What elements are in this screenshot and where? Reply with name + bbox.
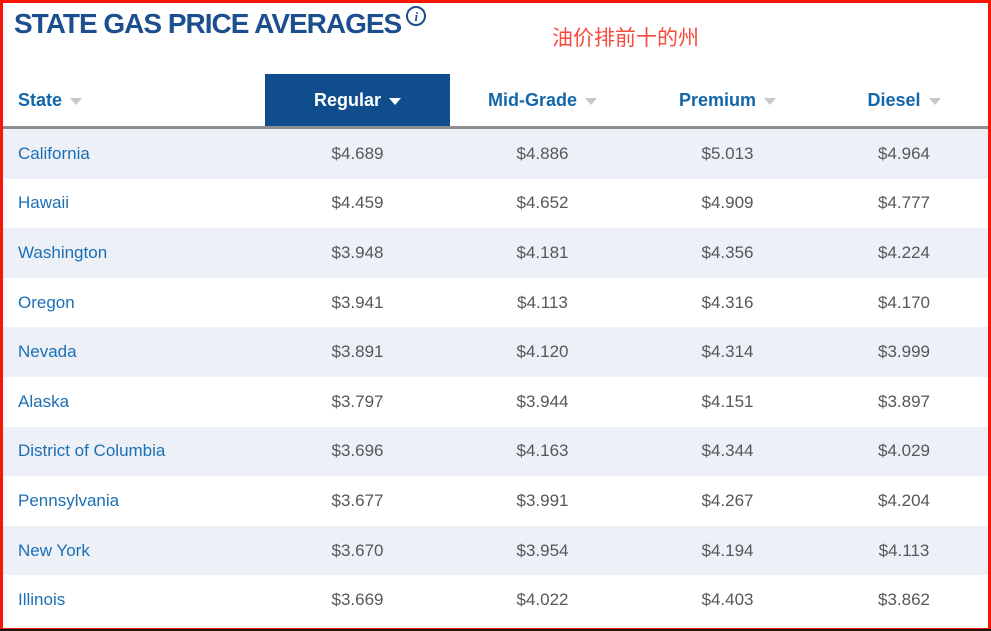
regular-price: $4.689 [331,143,384,163]
chevron-down-icon [70,98,83,105]
premium-price: $4.356 [701,242,754,262]
state-name: District of Columbia [18,441,166,461]
table-row: Washington $3.948 $4.181 $4.356 $4.224 [3,228,988,278]
header-underline [3,126,988,129]
premium-price: $4.403 [701,590,754,610]
column-header-state-label: State [18,89,63,110]
table-row: District of Columbia $3.696 $4.163 $4.34… [3,426,988,477]
table-row: Illinois $3.669 $4.022 $4.403 $3.862 [3,575,988,625]
state-name: Pennsylvania [18,490,120,510]
column-header-premium-label: Premium [678,89,757,110]
diesel-price: $4.170 [878,292,930,312]
premium-price: $4.909 [701,193,754,213]
table-row: New York $3.670 $3.954 $4.194 $4.113 [3,525,988,576]
diesel-price: $4.029 [878,441,930,461]
chevron-down-icon [928,98,941,105]
premium-price: $4.314 [701,342,754,362]
diesel-price: $4.204 [878,490,930,510]
mid-grade-price: $3.954 [516,540,569,560]
column-header-mid-grade-label: Mid-Grade [487,89,577,110]
premium-price: $4.316 [701,292,754,312]
column-header-state[interactable]: State [3,74,265,126]
regular-price: $3.941 [331,292,384,312]
diesel-price: $3.897 [878,391,930,411]
table-header-row: State Regular Mid-Grade Premium Diesel [3,74,988,126]
regular-price: $3.677 [331,490,384,510]
state-name: Oregon [18,292,75,312]
column-header-diesel-label: Diesel [867,89,921,110]
mid-grade-price: $4.163 [516,441,569,461]
mid-grade-price: $4.113 [517,292,568,312]
state-name: Illinois [18,590,66,610]
column-header-mid-grade[interactable]: Mid-Grade [450,74,635,126]
regular-price: $4.459 [331,193,384,213]
premium-price: $4.194 [701,540,754,560]
mid-grade-price: $4.120 [516,342,569,362]
diesel-price: $3.862 [878,590,930,610]
table-body: California $4.689 $4.886 $5.013 $4.964 H… [3,129,988,625]
diesel-price: $4.777 [878,193,930,213]
table-row: Hawaii $4.459 $4.652 $4.909 $4.777 [3,178,988,229]
regular-price: $3.670 [331,540,384,560]
table-row: Nevada $3.891 $4.120 $4.314 $3.999 [3,327,988,377]
regular-price: $3.891 [331,342,384,362]
table-row: California $4.689 $4.886 $5.013 $4.964 [3,129,988,179]
regular-price: $3.696 [331,441,384,461]
table-row: Alaska $3.797 $3.944 $4.151 $3.897 [3,376,988,427]
column-header-diesel[interactable]: Diesel [820,74,988,126]
chevron-down-icon [585,98,597,105]
diesel-price: $4.964 [878,143,930,163]
column-header-premium[interactable]: Premium [635,74,820,126]
state-name: California [18,143,90,163]
regular-price: $3.669 [331,590,384,610]
state-name: Washington [18,242,108,262]
diesel-price: $4.113 [878,540,930,560]
table-row: Oregon $3.941 $4.113 $4.316 $4.170 [3,277,988,328]
state-name: Nevada [18,342,77,362]
mid-grade-price: $4.181 [516,242,569,262]
column-header-regular-label: Regular [313,89,382,110]
diesel-price: $3.999 [878,342,930,362]
gas-price-table: State Regular Mid-Grade Premium Diesel [3,74,988,625]
state-name: New York [18,540,90,560]
column-header-regular[interactable]: Regular [265,74,450,126]
premium-price: $4.151 [701,391,754,411]
premium-price: $4.344 [701,441,754,461]
chevron-down-icon [389,98,402,105]
table-row: Pennsylvania $3.677 $3.991 $4.267 $4.204 [3,476,988,526]
info-icon[interactable]: i [406,6,427,26]
mid-grade-price: $4.652 [516,193,569,213]
state-name: Hawaii [18,193,70,213]
premium-price: $4.267 [701,490,754,510]
state-name: Alaska [18,391,70,411]
title-bar: STATE GAS PRICE AVERAGES i [14,6,427,40]
mid-grade-price: $4.886 [516,143,569,163]
chevron-down-icon [764,98,777,105]
mid-grade-price: $4.022 [516,590,569,610]
premium-price: $5.013 [701,143,754,163]
page-title: STATE GAS PRICE AVERAGES [14,8,402,39]
regular-price: $3.948 [331,242,384,262]
mid-grade-price: $3.991 [516,490,569,510]
annotation-text: 油价排前十的州 [552,27,699,50]
mid-grade-price: $3.944 [516,391,569,411]
regular-price: $3.797 [331,391,384,411]
diesel-price: $4.224 [878,242,930,262]
